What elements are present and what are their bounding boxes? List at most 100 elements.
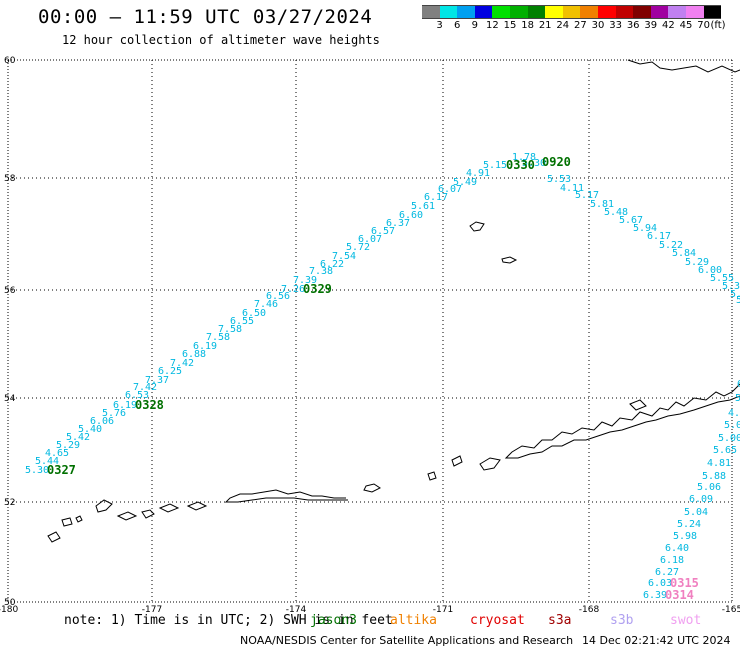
wave-height-label: 5.08 bbox=[724, 420, 740, 431]
wave-height-label: 5.94 bbox=[633, 223, 657, 234]
wave-height-label: 5.00 bbox=[718, 433, 740, 444]
coastline-st-george-island bbox=[501, 256, 518, 264]
legend-swatch bbox=[597, 5, 616, 19]
wave-height-label: 6.37 bbox=[386, 218, 410, 229]
legend-label: 70 bbox=[697, 20, 710, 31]
wave-height-label: 5.06 bbox=[697, 482, 721, 493]
coastline-aleutians-west bbox=[224, 489, 348, 503]
legend-label: 15 bbox=[503, 20, 517, 31]
wave-height-label: 5.40 bbox=[78, 424, 102, 435]
coastline bbox=[47, 59, 740, 543]
pass-time-label: 0330 bbox=[506, 158, 535, 172]
legend-label: 24 bbox=[556, 20, 570, 31]
legend-swatch bbox=[527, 5, 546, 19]
satellite-legend-item: cryosat bbox=[470, 613, 525, 628]
wave-height-label: 6.22 bbox=[320, 259, 344, 270]
altimeter-tracks: 5.305.444.655.295.425.406.065.766.196.53… bbox=[25, 152, 740, 601]
wave-height-label: 5.15 bbox=[483, 160, 507, 171]
satellite-legend-item: swot bbox=[670, 613, 702, 628]
legend-swatch bbox=[492, 5, 510, 19]
legend-label: 42 bbox=[662, 20, 675, 31]
lon-tick-label: -165 bbox=[722, 605, 740, 615]
legend-swatch bbox=[422, 5, 440, 19]
legend-swatch bbox=[615, 5, 634, 19]
legend-label: 12 bbox=[486, 20, 499, 31]
wave-height-label: 5.55 bbox=[710, 273, 734, 284]
legend-swatch bbox=[633, 5, 651, 19]
lon-tick-label: -174 bbox=[286, 605, 307, 615]
page-subtitle: 12 hour collection of altimeter wave hei… bbox=[62, 33, 380, 47]
coastline-island-j bbox=[61, 517, 73, 527]
wave-height-label: 6.18 bbox=[660, 555, 684, 566]
legend-swatch bbox=[474, 5, 493, 19]
coastline-st-paul-island bbox=[469, 221, 485, 232]
wave-height-label: 6.50 bbox=[242, 308, 266, 319]
wave-height-label: 5.24 bbox=[677, 519, 701, 530]
legend-unit: (ft) bbox=[710, 20, 726, 31]
wave-height-label: 5.31 bbox=[730, 289, 740, 300]
page-title: 00:00 – 11:59 UTC 03/27/2024 bbox=[38, 6, 373, 28]
wave-height-label: 5.17 bbox=[575, 190, 599, 201]
lat-tick-label: 52 bbox=[4, 498, 15, 508]
wave-height-label: 6.55 bbox=[230, 316, 254, 327]
lon-tick-label: -171 bbox=[433, 605, 453, 615]
legend-swatch bbox=[457, 5, 475, 19]
wave-height-label: 4.91 bbox=[466, 168, 490, 179]
pass-time-label: 0328 bbox=[135, 398, 164, 412]
legend-swatch bbox=[668, 5, 686, 19]
wave-height-label: 7.37 bbox=[145, 375, 169, 386]
wave-height-label: 4.7 bbox=[728, 408, 740, 419]
wave-height-label: 6.88 bbox=[182, 349, 206, 360]
wave-height-label: 5.22 bbox=[659, 240, 683, 251]
wave-height-label: 5.30 bbox=[25, 465, 49, 476]
wave-height-label: 5.65 bbox=[713, 445, 737, 456]
lon-tick-label: -168 bbox=[579, 605, 600, 615]
wave-height-label: 6.25 bbox=[158, 366, 182, 377]
footer-date: 14 Dec 02:21:42 UTC 2024 bbox=[582, 634, 731, 647]
legend-label: 36 bbox=[626, 20, 640, 31]
coastline-island-e bbox=[95, 499, 113, 513]
wave-height-label: 5.30 bbox=[522, 158, 546, 169]
legend-label: 27 bbox=[574, 20, 587, 31]
wave-height-label: 7.26 bbox=[281, 284, 305, 295]
coastline-unimak-peninsula bbox=[504, 383, 740, 459]
wave-height-label: 5.61 bbox=[411, 201, 435, 212]
lat-tick-label: 60 bbox=[4, 56, 16, 66]
legend-label: 9 bbox=[471, 20, 478, 31]
satellite-legend-item: altika bbox=[390, 613, 437, 628]
legend-label: 45 bbox=[679, 20, 693, 31]
wave-height-label: 7.54 bbox=[332, 251, 356, 262]
wave-height-label: 1.78 bbox=[512, 152, 536, 163]
coastline-island-g bbox=[141, 509, 155, 519]
legend-swatch bbox=[703, 5, 722, 19]
wave-height-label: 5.81 bbox=[590, 199, 614, 210]
legend-label: 18 bbox=[521, 20, 534, 31]
wave-height-label: 5.49 bbox=[453, 177, 477, 188]
wave-height-label: 5 bbox=[735, 393, 740, 404]
wave-height-label: 7.46 bbox=[254, 299, 278, 310]
legend-swatch bbox=[580, 5, 598, 19]
wave-height-label: 4.11 bbox=[560, 183, 584, 194]
wave-height-label: 5.42 bbox=[66, 432, 90, 443]
wave-height-label: 5.29 bbox=[56, 440, 80, 451]
coastline-island-c bbox=[363, 483, 381, 493]
wave-height-label: 7.42 bbox=[133, 382, 157, 393]
legend-label: 39 bbox=[644, 20, 658, 31]
wave-height-label: 6.17 bbox=[424, 192, 448, 203]
legend-labels: (ft) 3 6 9 12 15 18 21 24 27 30 33 36 39 42 45 70 bbox=[422, 19, 725, 33]
lat-tick-label: 54 bbox=[4, 394, 16, 404]
wave-height-label: 5.48 bbox=[604, 207, 628, 218]
coastline-alaska-north bbox=[627, 59, 740, 73]
wave-height-label: 6.19 bbox=[113, 400, 137, 411]
legend-color-bar bbox=[422, 5, 722, 19]
wave-height-label: 6.07 bbox=[438, 184, 462, 195]
wave-height-label: 6.53 bbox=[125, 390, 149, 401]
wave-height-label: 5.72 bbox=[346, 242, 370, 253]
coastline-island-i bbox=[186, 501, 208, 511]
lat-tick-label: 58 bbox=[4, 174, 16, 184]
coastline-island-d bbox=[629, 399, 647, 411]
wave-height-label: 7.39 bbox=[293, 275, 317, 286]
